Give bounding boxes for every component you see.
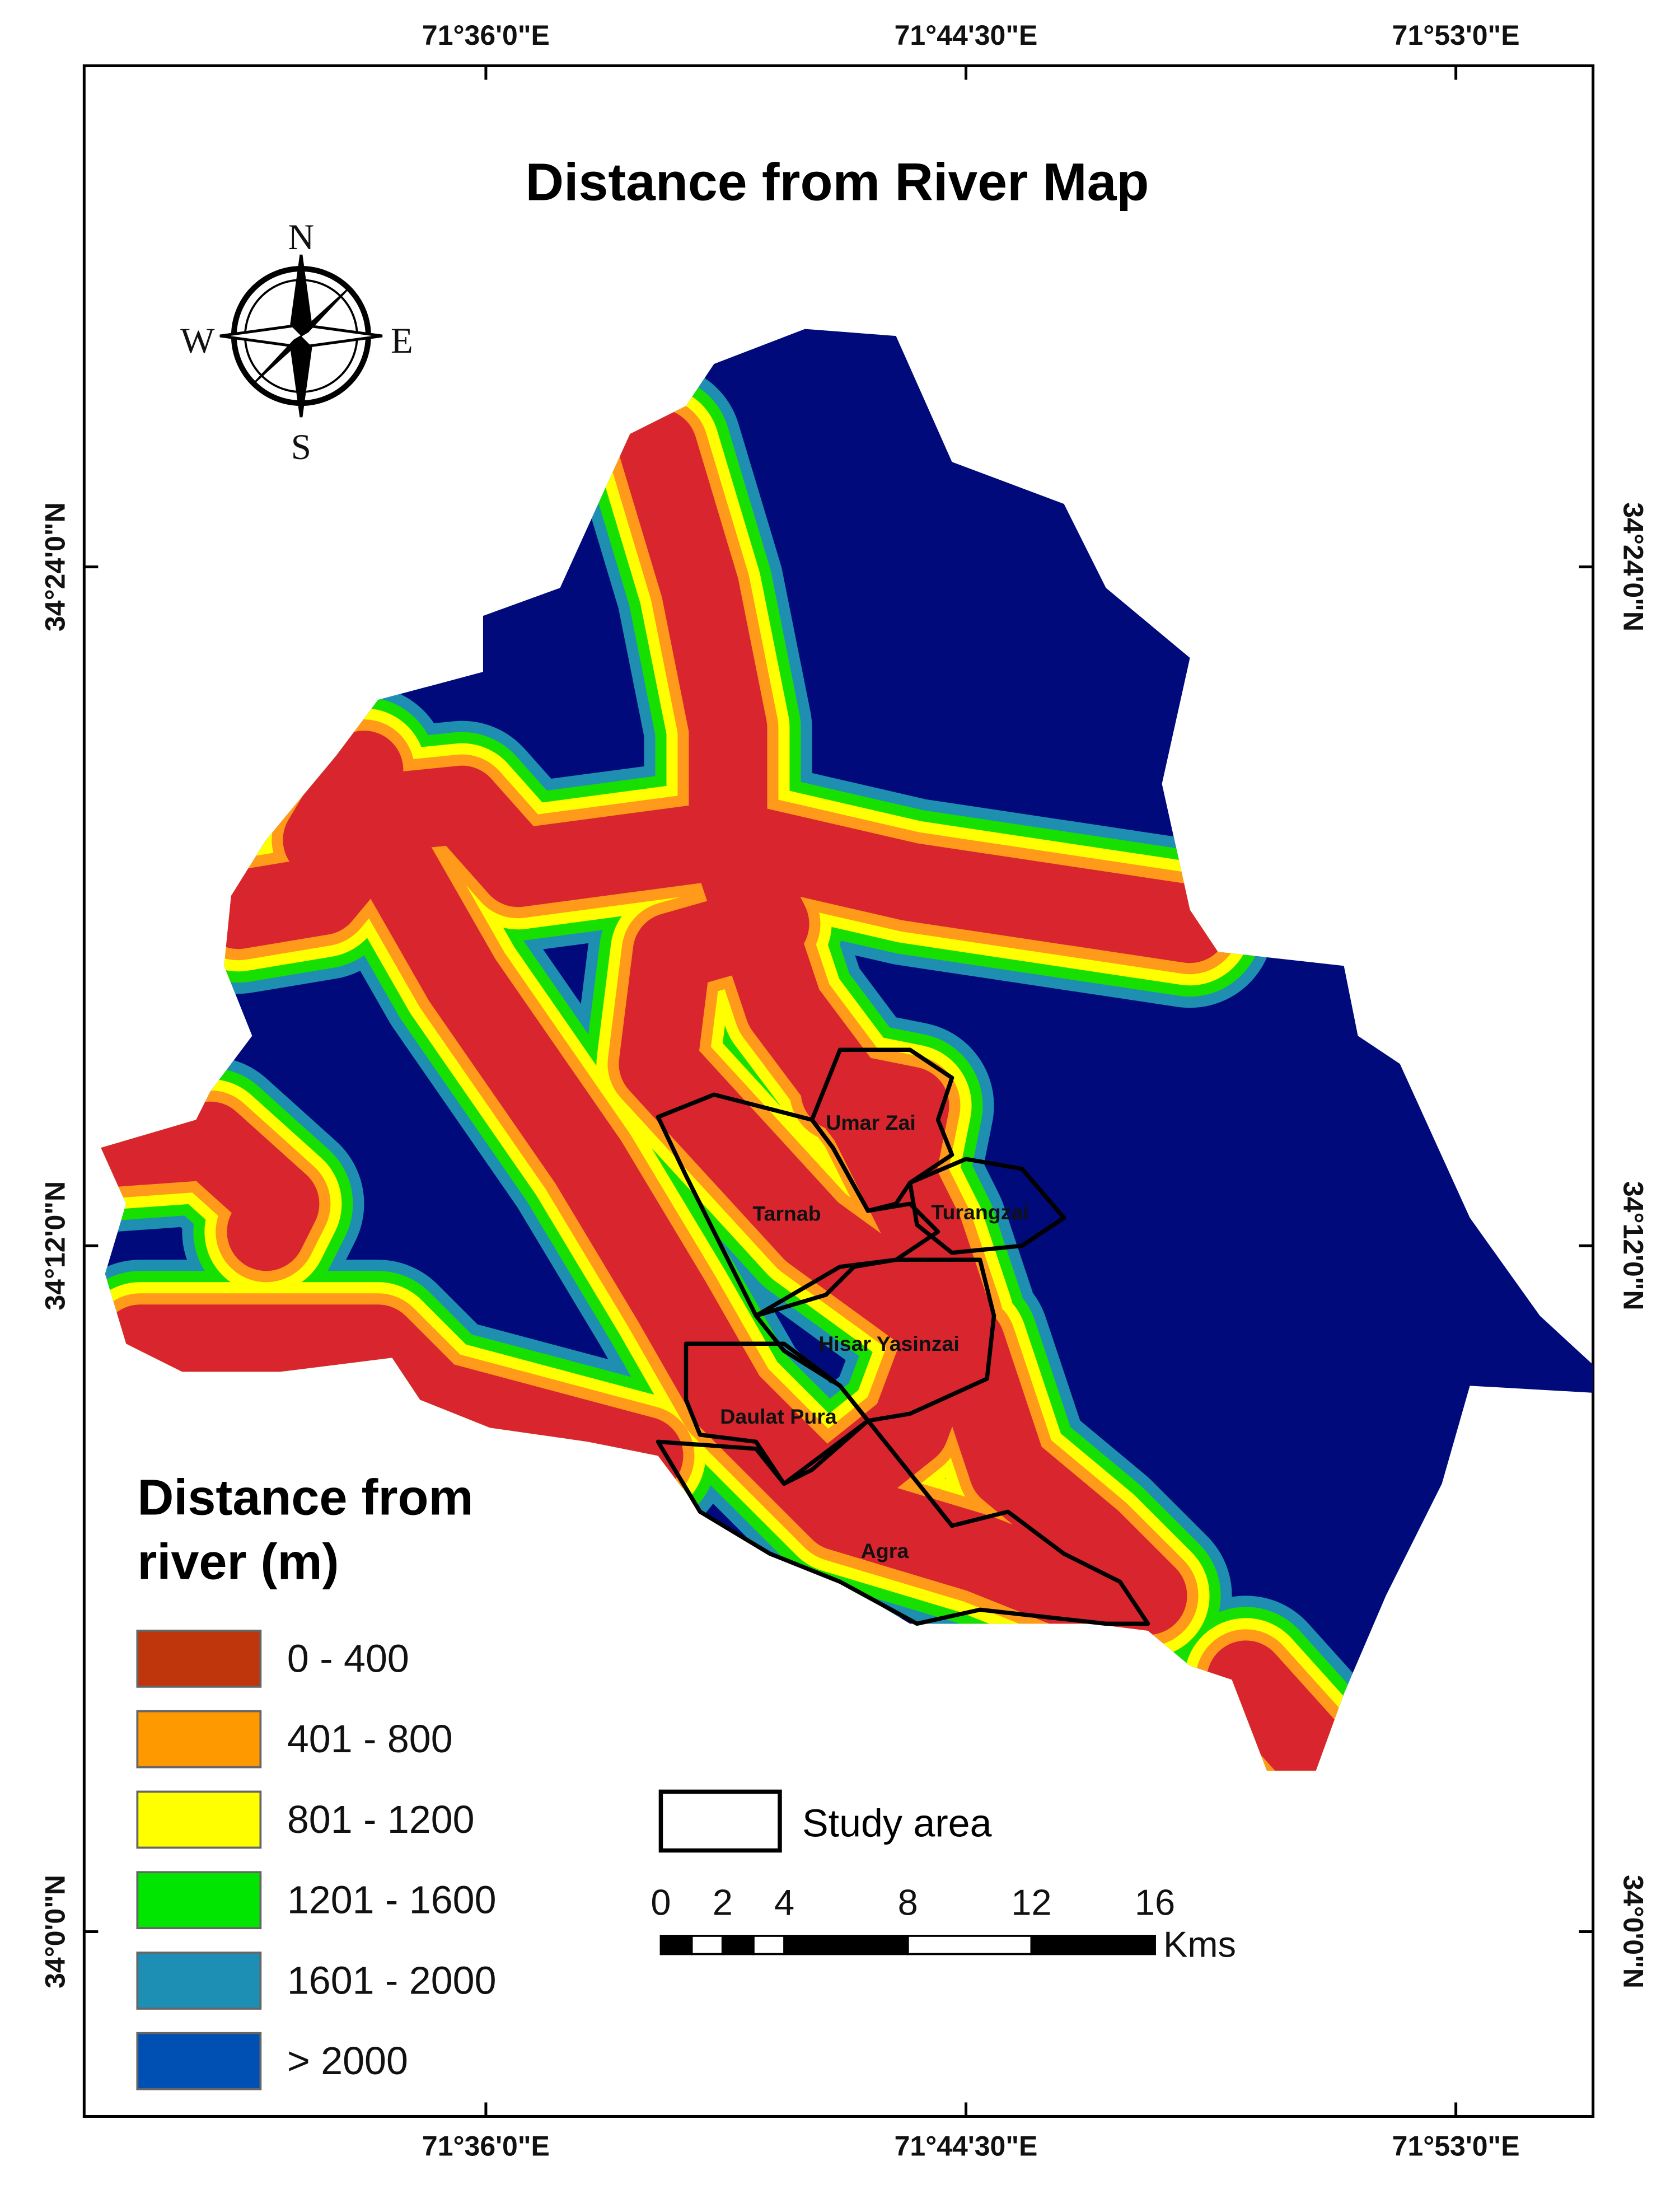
boundary (907, 1157, 1066, 1255)
scale-segment (1030, 1935, 1156, 1955)
longitude-label: 71°53'0"E (1392, 2130, 1520, 2161)
compass-east: E (391, 321, 413, 361)
latitude-label: 34°0'0"N (1618, 1875, 1649, 1989)
scale-label: 2 (713, 1882, 733, 1922)
legend-label: 801 - 1200 (287, 1798, 475, 1841)
place-name: Daulat Pura (720, 1405, 837, 1428)
study-area-label: Study area (802, 1801, 992, 1845)
study-area-boundaries (656, 1047, 1150, 1626)
scale-segment (752, 1935, 785, 1955)
legend-swatch (136, 1871, 262, 1930)
legend-label: 0 - 400 (287, 1636, 409, 1680)
legend-swatch (136, 1629, 262, 1688)
scale-unit: Kms (1163, 1924, 1236, 1964)
scale-label: 16 (1135, 1882, 1175, 1922)
study-area-swatch (658, 1789, 782, 1853)
latitude-label: 34°24'0"N (39, 502, 71, 631)
place-name: Hisar Yasinzai (818, 1332, 960, 1355)
compass-west: W (180, 321, 215, 361)
legend-swatch (136, 1710, 262, 1768)
boundary (656, 1092, 940, 1318)
legend-swatch (136, 1952, 262, 2010)
place-name: Agra (861, 1539, 910, 1562)
longitude-label: 71°36'0"E (422, 2130, 550, 2161)
latitude-label: 34°12'0"N (39, 1181, 71, 1311)
longitude-label: 71°53'0"E (1392, 20, 1520, 51)
scale-segment (721, 1935, 755, 1955)
scale-label: 4 (774, 1882, 794, 1922)
legend-label: 401 - 800 (287, 1717, 453, 1761)
longitude-label: 71°36'0"E (422, 20, 550, 51)
latitude-label: 34°12'0"N (1618, 1181, 1649, 1311)
legend-swatch (136, 1790, 262, 1849)
legend-label: 1601 - 2000 (287, 1958, 497, 2002)
compass-rose: N S E W (180, 217, 413, 467)
legend-label: 1201 - 1600 (287, 1878, 497, 1922)
boundary (684, 1341, 871, 1486)
scale-segment (783, 1935, 909, 1955)
longitude-label: 71°44'30"E (895, 2130, 1038, 2161)
legend-title: river (m) (137, 1534, 339, 1590)
compass-star (251, 286, 351, 386)
legend-swatch (136, 2032, 262, 2090)
map-title: Distance from River Map (526, 153, 1149, 212)
latitude-label: 34°0'0"N (39, 1875, 71, 1989)
latitude-label: 34°24'0"N (1618, 502, 1649, 631)
scale-label: 12 (1011, 1882, 1051, 1922)
place-name: Umar Zai (826, 1111, 915, 1134)
boundary (656, 1419, 1150, 1626)
place-name: Tarnab (752, 1201, 821, 1225)
scale-label: 0 (651, 1882, 671, 1922)
scale-segment (906, 1935, 1033, 1955)
place-name: Turangzai (931, 1200, 1028, 1224)
scale-segment (659, 1935, 693, 1955)
legend-title: Distance from (137, 1470, 473, 1526)
longitude-label: 71°44'30"E (895, 20, 1038, 51)
compass-north: N (288, 217, 314, 258)
scale-label: 8 (898, 1882, 918, 1922)
compass-south: S (291, 427, 311, 467)
scale-segment (690, 1935, 724, 1955)
legend-label: > 2000 (287, 2039, 408, 2083)
